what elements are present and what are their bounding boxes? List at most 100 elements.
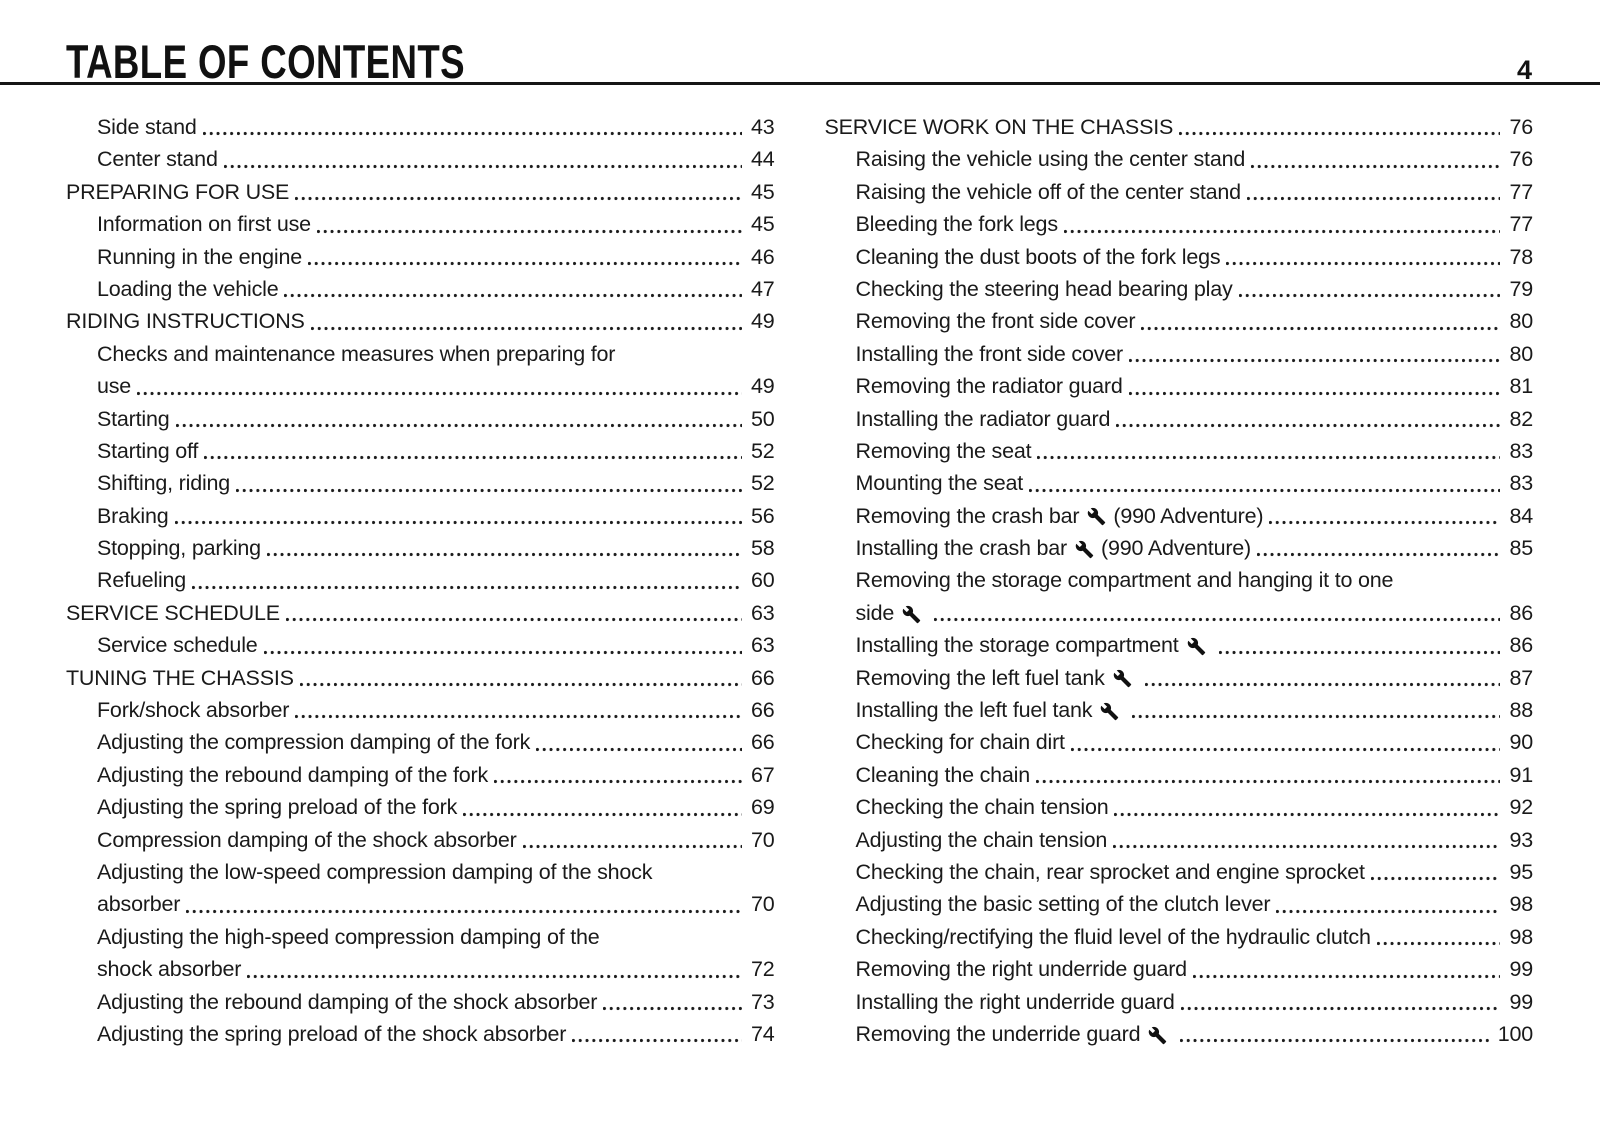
toc-item-entry[interactable]: Cleaning the chain 91 bbox=[825, 759, 1534, 791]
toc-entry-line: Starting 50 bbox=[97, 403, 775, 435]
toc-entry-text: Adjusting the compression damping of the… bbox=[97, 730, 531, 755]
dot-leader bbox=[1029, 487, 1501, 493]
toc-item-entry[interactable]: Checks and maintenance measures when pre… bbox=[66, 338, 775, 403]
toc-entry-line: Removing the radiator guard 81 bbox=[856, 370, 1534, 402]
dot-leader bbox=[1063, 228, 1501, 234]
toc-item-entry[interactable]: Removing the storage compartment and han… bbox=[825, 564, 1534, 629]
toc-item-entry[interactable]: Starting off 52 bbox=[66, 435, 775, 467]
toc-item-entry[interactable]: Removing the crash bar (990 Adventure) 84 bbox=[825, 500, 1534, 532]
toc-item-entry[interactable]: Installing the left fuel tank 88 bbox=[825, 694, 1534, 726]
dot-leader bbox=[295, 714, 742, 720]
toc-item-entry[interactable]: Adjusting the low-speed compression damp… bbox=[66, 856, 775, 921]
toc-item-entry[interactable]: Refueling 60 bbox=[66, 564, 775, 596]
toc-item-entry[interactable]: Checking the steering head bearing play 7… bbox=[825, 273, 1534, 305]
toc-entry-line: SERVICE SCHEDULE 63 bbox=[66, 597, 775, 629]
dot-leader bbox=[192, 584, 742, 590]
toc-item-entry[interactable]: Installing the right underride guard 99 bbox=[825, 986, 1534, 1018]
toc-item-entry[interactable]: Removing the right underride guard 99 bbox=[825, 953, 1534, 985]
toc-item-entry[interactable]: Starting 50 bbox=[66, 403, 775, 435]
toc-item-entry[interactable]: Adjusting the high-speed compression dam… bbox=[66, 921, 775, 986]
toc-item-entry[interactable]: Checking/rectifying the fluid level of t… bbox=[825, 921, 1534, 953]
toc-section-entry[interactable]: SERVICE WORK ON THE CHASSIS 76 bbox=[825, 111, 1534, 143]
toc-entry-line: RIDING INSTRUCTIONS 49 bbox=[66, 305, 775, 337]
toc-entry-line: Installing the storage compartment 86 bbox=[856, 629, 1534, 661]
toc-item-entry[interactable]: Removing the underride guard 100 bbox=[825, 1018, 1534, 1050]
toc-entry-line: Raising the vehicle using the center sta… bbox=[856, 143, 1534, 175]
toc-item-entry[interactable]: Installing the front side cover 80 bbox=[825, 338, 1534, 370]
toc-section-entry[interactable]: RIDING INSTRUCTIONS 49 bbox=[66, 305, 775, 337]
toc-entry-line: Removing the front side cover 80 bbox=[856, 305, 1534, 337]
toc-item-entry[interactable]: Checking for chain dirt 90 bbox=[825, 726, 1534, 758]
toc-entry-text: Compression damping of the shock absorbe… bbox=[97, 827, 517, 852]
toc-item-entry[interactable]: Adjusting the compression damping of the… bbox=[66, 726, 775, 758]
wrench-icon bbox=[1075, 540, 1094, 558]
dot-leader bbox=[1376, 941, 1501, 947]
toc-page-ref: 50 bbox=[750, 406, 775, 431]
toc-item-entry[interactable]: Adjusting the spring preload of the fork… bbox=[66, 791, 775, 823]
toc-item-entry[interactable]: Mounting the seat 83 bbox=[825, 467, 1534, 499]
toc-item-entry[interactable]: Stopping, parking 58 bbox=[66, 532, 775, 564]
toc-item-entry[interactable]: Bleeding the fork legs 77 bbox=[825, 208, 1534, 240]
toc-item-entry[interactable]: Adjusting the rebound damping of the sho… bbox=[66, 986, 775, 1018]
dot-leader bbox=[263, 649, 742, 655]
dot-leader bbox=[1128, 358, 1501, 364]
toc-item-entry[interactable]: Adjusting the rebound damping of the for… bbox=[66, 759, 775, 791]
toc-item-entry[interactable]: Service schedule 63 bbox=[66, 629, 775, 661]
toc-item-entry[interactable]: Installing the crash bar (990 Adventure) 8… bbox=[825, 532, 1534, 564]
toc-item-entry[interactable]: Side stand 43 bbox=[66, 111, 775, 143]
toc-item-entry[interactable]: Removing the radiator guard 81 bbox=[825, 370, 1534, 402]
toc-page-ref: 52 bbox=[750, 438, 775, 463]
toc-entry-line: Starting off 52 bbox=[97, 435, 775, 467]
toc-page-ref: 49 bbox=[750, 309, 775, 334]
toc-page-ref: 79 bbox=[1509, 276, 1533, 301]
toc-page-ref: 47 bbox=[750, 276, 775, 301]
dot-leader bbox=[204, 455, 742, 461]
toc-page-ref: 49 bbox=[750, 374, 775, 399]
toc-item-entry[interactable]: Compression damping of the shock absorbe… bbox=[66, 824, 775, 856]
toc-item-entry[interactable]: Running in the engine 46 bbox=[66, 241, 775, 273]
toc-entry-line: Adjusting the compression damping of the… bbox=[97, 726, 775, 758]
toc-entry-line: Installing the crash bar (990 Adventure) 8… bbox=[856, 532, 1534, 564]
toc-item-entry[interactable]: Removing the seat 83 bbox=[825, 435, 1534, 467]
toc-item-entry[interactable]: Removing the left fuel tank 87 bbox=[825, 662, 1534, 694]
dot-leader bbox=[1116, 422, 1501, 428]
toc-entry-line: Shifting, riding 52 bbox=[97, 467, 775, 499]
page-number: 4 bbox=[1516, 55, 1532, 85]
toc-entry-text: Removing the seat bbox=[855, 438, 1032, 463]
toc-item-entry[interactable]: Checking the chain, rear sprocket and en… bbox=[825, 856, 1534, 888]
toc-page-ref: 86 bbox=[1509, 600, 1533, 625]
toc-page-ref: 99 bbox=[1509, 957, 1533, 982]
toc-page-ref: 95 bbox=[1509, 859, 1533, 884]
toc-item-entry[interactable]: Cleaning the dust boots of the fork legs… bbox=[825, 241, 1534, 273]
dot-leader bbox=[186, 908, 742, 914]
dot-leader bbox=[316, 228, 742, 234]
toc-page-ref: 44 bbox=[750, 147, 775, 172]
toc-entry-text: Adjusting the rebound damping of the sho… bbox=[97, 989, 598, 1014]
toc-entry-text: Removing the storage compartment and han… bbox=[855, 568, 1394, 593]
toc-section-entry[interactable]: PREPARING FOR USE 45 bbox=[66, 176, 775, 208]
toc-item-entry[interactable]: Removing the front side cover 80 bbox=[825, 305, 1534, 337]
toc-item-entry[interactable]: Braking 56 bbox=[66, 500, 775, 532]
toc-section-entry[interactable]: TUNING THE CHASSIS 66 bbox=[66, 662, 775, 694]
toc-item-entry[interactable]: Adjusting the basic setting of the clutc… bbox=[825, 888, 1534, 920]
dot-leader bbox=[299, 682, 742, 688]
toc-item-entry[interactable]: Shifting, riding 52 bbox=[66, 467, 775, 499]
toc-item-entry[interactable]: Loading the vehicle 47 bbox=[66, 273, 775, 305]
toc-entry-text: SERVICE WORK ON THE CHASSIS bbox=[824, 115, 1174, 139]
toc-item-entry[interactable]: Adjusting the spring preload of the shoc… bbox=[66, 1018, 775, 1050]
toc-entry-text: Cleaning the dust boots of the fork legs bbox=[855, 244, 1221, 269]
toc-item-entry[interactable]: Raising the vehicle off of the center st… bbox=[825, 176, 1534, 208]
toc-section-entry[interactable]: SERVICE SCHEDULE 63 bbox=[66, 597, 775, 629]
toc-item-entry[interactable]: Checking the chain tension 92 bbox=[825, 791, 1534, 823]
toc-item-entry[interactable]: Center stand 44 bbox=[66, 143, 775, 175]
toc-item-entry[interactable]: Raising the vehicle using the center sta… bbox=[825, 143, 1534, 175]
toc-entry-text: Checks and maintenance measures when pre… bbox=[97, 341, 616, 366]
toc-item-entry[interactable]: Installing the storage compartment 86 bbox=[825, 629, 1534, 661]
toc-item-entry[interactable]: Information on first use 45 bbox=[66, 208, 775, 240]
toc-item-entry[interactable]: Adjusting the chain tension 93 bbox=[825, 824, 1534, 856]
toc-entry-text: Checking the steering head bearing play bbox=[855, 276, 1233, 301]
toc-entry-line: Stopping, parking 58 bbox=[97, 532, 775, 564]
toc-item-entry[interactable]: Fork/shock absorber 66 bbox=[66, 694, 775, 726]
toc-page-ref: 93 bbox=[1509, 827, 1533, 852]
toc-item-entry[interactable]: Installing the radiator guard 82 bbox=[825, 403, 1534, 435]
